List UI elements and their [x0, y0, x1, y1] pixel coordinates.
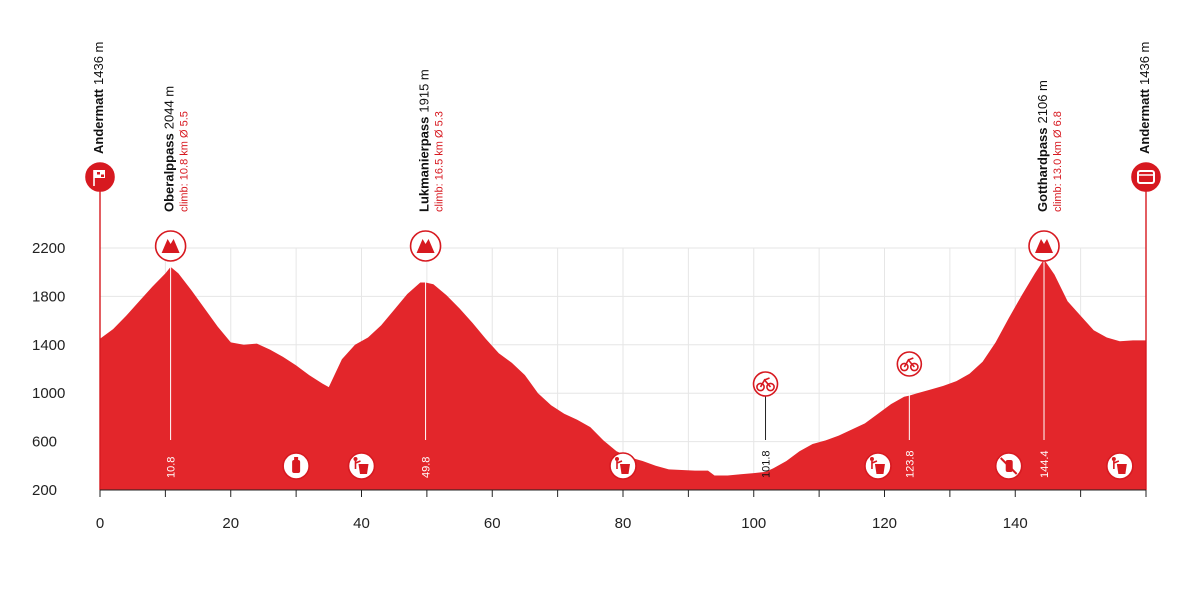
- waypoint-name: Andermatt 1436 m: [91, 42, 106, 154]
- waypoint-name-text: Gotthardpass: [1035, 127, 1050, 212]
- waypoint-name: Andermatt 1436 m: [1137, 42, 1152, 154]
- waypoint-altitude: 1915 m: [417, 69, 432, 112]
- hc-mountain-icon: [1028, 230, 1060, 262]
- mountain-icon-shape: [416, 239, 435, 253]
- waypoint-name-text: Andermatt: [1137, 88, 1152, 154]
- person-head: [1111, 457, 1116, 461]
- bike-wheel: [909, 362, 919, 372]
- km-marker-label: 144.4: [1039, 450, 1051, 478]
- y-tick-label: 600: [32, 434, 57, 451]
- mountain-icon: [154, 230, 187, 262]
- bike-frame: [903, 357, 915, 368]
- person-head: [869, 457, 874, 461]
- waypoint-altitude: 1436 m: [1137, 42, 1152, 85]
- sprint-bike-icon-circle: [752, 371, 779, 397]
- bottle-body: [292, 460, 301, 473]
- person-head: [353, 457, 358, 461]
- bike-wheel: [899, 362, 909, 372]
- bike-wheel: [756, 382, 765, 392]
- waypoint-name: Gotthardpass 2106 m: [1035, 80, 1050, 212]
- waypoint-altitude: 1436 m: [91, 42, 106, 85]
- sprint-bike-icon: [752, 371, 779, 397]
- x-tick-label: 100: [741, 515, 766, 532]
- no-feed-icon: [994, 452, 1023, 480]
- y-tick-label: 1400: [32, 337, 65, 354]
- km-marker-label: 123.8: [904, 450, 916, 478]
- x-tick-label: 40: [353, 515, 370, 532]
- sprint-bike-icon: [896, 351, 923, 377]
- icons-layer: [85, 162, 1161, 480]
- person-body: [871, 460, 878, 469]
- area-layer: [100, 259, 1146, 490]
- waypoint-name: Oberalppass 2044 m: [162, 86, 177, 212]
- feed-bottle-icon: [282, 452, 310, 480]
- km-marker-label: 101.8: [761, 450, 773, 478]
- mountain-icon-shape: [161, 239, 180, 253]
- bike-frame: [759, 377, 772, 388]
- bin-body: [620, 464, 630, 474]
- finish-arch: [1137, 170, 1155, 184]
- waypoint-climb-info: climb: 16.5 km Ø 5.3: [434, 111, 446, 212]
- start-flag-icon: [85, 162, 115, 192]
- waypoint-climb-info: climb: 13.0 km Ø 6.8: [1052, 111, 1064, 212]
- waypoint-altitude: 2106 m: [1035, 80, 1050, 123]
- waste-zone-icon: [347, 452, 376, 480]
- marker-lines-layer: [99, 189, 1147, 490]
- waypoint-name-text: Andermatt: [91, 88, 106, 154]
- elevation-profile-area: [100, 259, 1146, 490]
- finish-icon-circle: [1131, 162, 1161, 192]
- y-tick-label: 1800: [32, 288, 65, 305]
- person-head: [615, 457, 619, 461]
- person-body: [1113, 460, 1120, 469]
- hc-mountain-icon-shape: [1035, 239, 1054, 253]
- person-body: [354, 460, 361, 469]
- bin-body: [1116, 464, 1127, 474]
- finish-icon: [1131, 162, 1161, 192]
- flag-check: [101, 174, 104, 177]
- bin-body: [358, 464, 369, 474]
- y-tick-label: 200: [32, 482, 57, 499]
- x-tick-label: 0: [96, 515, 104, 532]
- person-body: [616, 460, 623, 469]
- axis-layer: 200 600 1000 1400 1800 2200 0 20 40 60 80 100 120 140: [32, 240, 1147, 532]
- km-marker-label: 49.8: [421, 457, 433, 478]
- waypoint-altitude: 2044 m: [162, 86, 177, 129]
- x-tick-label: 60: [484, 515, 501, 532]
- x-tick-label: 120: [872, 515, 897, 532]
- km-marker-label: 10.8: [166, 457, 178, 478]
- waypoint-name-text: Oberalppass: [162, 133, 177, 212]
- flag-check: [97, 172, 100, 175]
- bottle-cap: [294, 457, 299, 460]
- waypoint-name-text: Lukmanierpass: [417, 117, 432, 212]
- x-tick-label: 20: [222, 515, 239, 532]
- waste-zone-icon: [1106, 452, 1134, 480]
- x-tick-label: 80: [615, 515, 632, 532]
- waste-zone-icon: [609, 452, 637, 480]
- bike-wheel: [766, 382, 775, 392]
- bin-body: [874, 464, 885, 474]
- x-tick-label: 140: [1003, 515, 1028, 532]
- waypoint-climb-info: climb: 10.8 km Ø 5.5: [179, 111, 191, 212]
- strike-line: [1000, 457, 1018, 475]
- waypoint-name: Lukmanierpass 1915 m: [417, 69, 432, 212]
- y-tick-label: 1000: [32, 385, 65, 402]
- waste-zone-icon: [864, 452, 892, 480]
- sprint-bike-icon-circle: [896, 351, 923, 377]
- y-tick-label: 2200: [32, 240, 65, 257]
- mountain-icon: [409, 230, 442, 262]
